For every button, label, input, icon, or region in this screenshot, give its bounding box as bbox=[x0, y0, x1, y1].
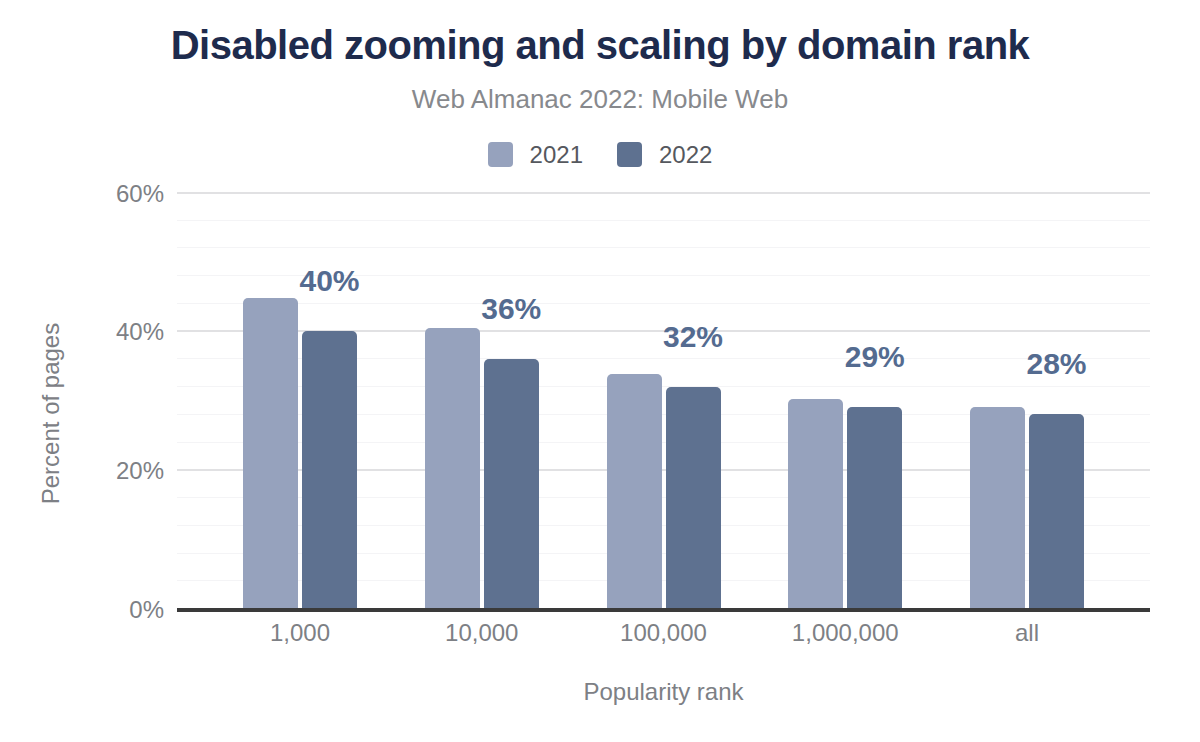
legend-swatch-2021-icon bbox=[488, 142, 513, 167]
legend-swatch-2022-icon bbox=[617, 142, 642, 167]
gridline-major-60pct bbox=[177, 192, 1150, 194]
gridline-minor-56pct bbox=[177, 220, 1150, 221]
bar-value-label-10000: 36% bbox=[431, 294, 591, 324]
x-category-label-all: all bbox=[936, 619, 1118, 647]
bar-2021-10000[interactable] bbox=[425, 328, 480, 608]
chart-title: Disabled zooming and scaling by domain r… bbox=[0, 23, 1200, 68]
y-tick-label-60: 60% bbox=[0, 181, 164, 207]
x-category-label-100000: 100,000 bbox=[573, 619, 755, 647]
bar-value-label-1000000: 29% bbox=[795, 342, 955, 372]
bar-2022-1000000[interactable] bbox=[847, 407, 902, 608]
legend: 2021 2022 bbox=[0, 141, 1200, 168]
bar-2021-1000[interactable] bbox=[243, 298, 298, 609]
legend-item-2021[interactable]: 2021 bbox=[488, 141, 583, 169]
bar-2022-1000[interactable] bbox=[302, 331, 357, 608]
bar-2022-100000[interactable] bbox=[666, 387, 721, 609]
x-category-label-10000: 10,000 bbox=[391, 619, 573, 647]
chart-subtitle: Web Almanac 2022: Mobile Web bbox=[0, 84, 1200, 115]
bar-value-label-all: 28% bbox=[977, 349, 1137, 379]
bar-2021-100000[interactable] bbox=[607, 374, 662, 608]
x-category-label-1000000: 1,000,000 bbox=[754, 619, 936, 647]
x-axis-line bbox=[177, 608, 1150, 612]
x-category-label-1000: 1,000 bbox=[209, 619, 391, 647]
legend-label-2021: 2021 bbox=[530, 141, 583, 169]
bar-2022-10000[interactable] bbox=[484, 359, 539, 609]
bar-value-label-100000: 32% bbox=[613, 322, 773, 352]
bar-2021-all[interactable] bbox=[970, 407, 1025, 609]
legend-item-2022[interactable]: 2022 bbox=[617, 141, 712, 169]
bar-2021-1000000[interactable] bbox=[788, 399, 843, 608]
y-tick-label-0: 0% bbox=[0, 597, 164, 623]
gridline-minor-52pct bbox=[177, 247, 1150, 248]
y-tick-label-40: 40% bbox=[0, 319, 164, 345]
gridline-minor-44pct bbox=[177, 303, 1150, 304]
bar-2022-all[interactable] bbox=[1029, 414, 1084, 608]
legend-label-2022: 2022 bbox=[659, 141, 712, 169]
y-tick-label-20: 20% bbox=[0, 458, 164, 484]
chart-canvas: Disabled zooming and scaling by domain r… bbox=[0, 0, 1200, 742]
x-axis-title: Popularity rank bbox=[177, 678, 1150, 706]
bar-value-label-1000: 40% bbox=[250, 266, 410, 296]
